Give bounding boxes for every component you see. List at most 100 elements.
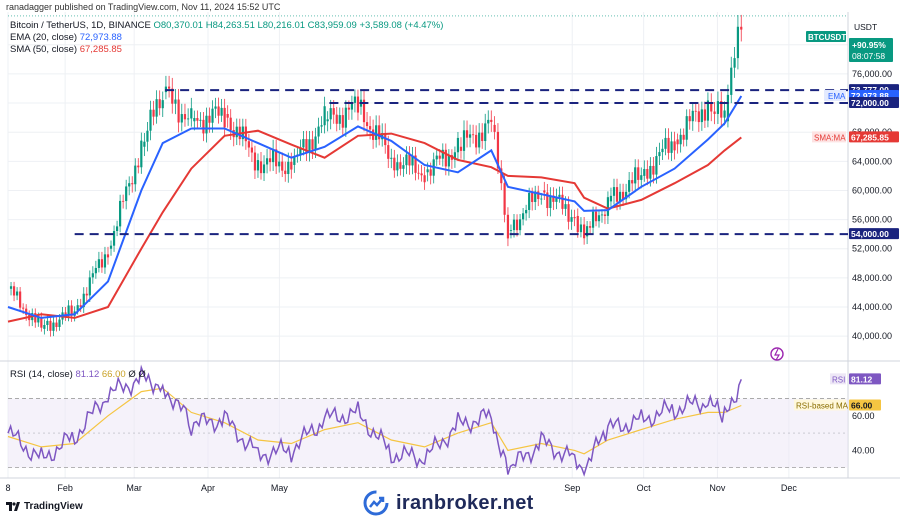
candle[interactable] (462, 130, 466, 151)
candle[interactable] (34, 313, 37, 323)
candle[interactable] (591, 211, 595, 228)
candle[interactable] (576, 215, 579, 233)
candle[interactable] (205, 115, 208, 134)
candle[interactable] (88, 277, 91, 296)
candle[interactable] (733, 58, 736, 68)
candle[interactable] (171, 88, 174, 104)
candle[interactable] (299, 147, 302, 155)
candle[interactable] (703, 109, 706, 121)
candle[interactable] (658, 152, 661, 157)
candle[interactable] (112, 230, 116, 246)
candle[interactable] (293, 156, 296, 165)
candle[interactable] (471, 134, 475, 136)
candle[interactable] (317, 126, 320, 137)
candle[interactable] (691, 110, 694, 122)
candle[interactable] (103, 254, 107, 268)
candle[interactable] (100, 259, 104, 268)
candle[interactable] (305, 139, 308, 152)
candle[interactable] (375, 125, 378, 140)
candle[interactable] (19, 291, 22, 308)
candle[interactable] (97, 259, 100, 268)
candle[interactable] (586, 226, 589, 237)
candle[interactable] (67, 305, 70, 316)
candle[interactable] (40, 317, 43, 328)
candle[interactable] (335, 114, 338, 124)
candle[interactable] (423, 175, 426, 183)
candle[interactable] (190, 108, 193, 119)
candle[interactable] (685, 116, 688, 140)
candle[interactable] (625, 191, 628, 200)
candle[interactable] (664, 137, 667, 149)
candle[interactable] (549, 195, 552, 209)
candle[interactable] (329, 108, 332, 120)
candle[interactable] (640, 175, 643, 180)
candle[interactable] (338, 115, 341, 124)
candle[interactable] (235, 126, 238, 138)
candle[interactable] (174, 99, 177, 104)
candle[interactable] (393, 157, 396, 171)
candle[interactable] (287, 161, 290, 175)
candle[interactable] (326, 119, 329, 122)
candle[interactable] (43, 325, 46, 329)
candle[interactable] (634, 167, 637, 184)
candle[interactable] (365, 122, 369, 127)
candle[interactable] (615, 187, 619, 202)
candle[interactable] (55, 322, 58, 327)
candle[interactable] (700, 109, 703, 123)
candle[interactable] (713, 111, 716, 114)
ema-legend[interactable]: EMA (20, close) 72,973.88 (10, 32, 122, 43)
candle[interactable] (468, 134, 472, 138)
candle[interactable] (46, 320, 49, 326)
candle[interactable] (456, 137, 460, 153)
candle[interactable] (561, 194, 564, 209)
candle[interactable] (122, 200, 125, 202)
candle[interactable] (161, 100, 164, 109)
candle[interactable] (525, 209, 528, 214)
candle[interactable] (600, 214, 604, 216)
candle[interactable] (253, 152, 257, 171)
candle[interactable] (353, 96, 357, 103)
candle[interactable] (506, 214, 510, 239)
candle[interactable] (405, 154, 408, 166)
candle[interactable] (308, 139, 311, 152)
candle[interactable] (290, 161, 293, 170)
candle[interactable] (226, 113, 229, 118)
candle[interactable] (109, 245, 113, 249)
candle[interactable] (475, 134, 478, 148)
candle[interactable] (402, 165, 405, 169)
candle[interactable] (347, 107, 350, 110)
candle[interactable] (465, 130, 469, 138)
candle[interactable] (137, 165, 140, 168)
candle[interactable] (341, 115, 344, 128)
candle[interactable] (740, 26, 743, 30)
candle[interactable] (302, 139, 305, 148)
candle[interactable] (521, 213, 525, 220)
ema-line[interactable] (7, 95, 743, 319)
candle[interactable] (603, 214, 607, 216)
candle[interactable] (143, 141, 146, 147)
candle[interactable] (528, 192, 531, 210)
candle[interactable] (453, 152, 457, 160)
candle[interactable] (637, 167, 640, 180)
candle[interactable] (540, 198, 543, 200)
candle[interactable] (396, 162, 399, 171)
candle[interactable] (332, 108, 335, 115)
candle[interactable] (214, 106, 217, 109)
candle[interactable] (643, 169, 646, 176)
candle[interactable] (70, 305, 73, 316)
candle[interactable] (441, 149, 444, 159)
candle[interactable] (487, 119, 490, 124)
candle[interactable] (537, 191, 540, 200)
candle[interactable] (115, 226, 119, 231)
candle[interactable] (496, 131, 500, 169)
candle[interactable] (131, 183, 134, 185)
candle[interactable] (125, 186, 128, 202)
candle[interactable] (447, 155, 450, 167)
candle[interactable] (25, 308, 28, 315)
sma-legend[interactable]: SMA (50, close) 67,285.85 (10, 44, 122, 55)
candle[interactable] (564, 204, 567, 209)
candle[interactable] (567, 204, 570, 222)
candle[interactable] (420, 173, 423, 176)
candle[interactable] (661, 148, 664, 153)
candle[interactable] (518, 219, 522, 231)
